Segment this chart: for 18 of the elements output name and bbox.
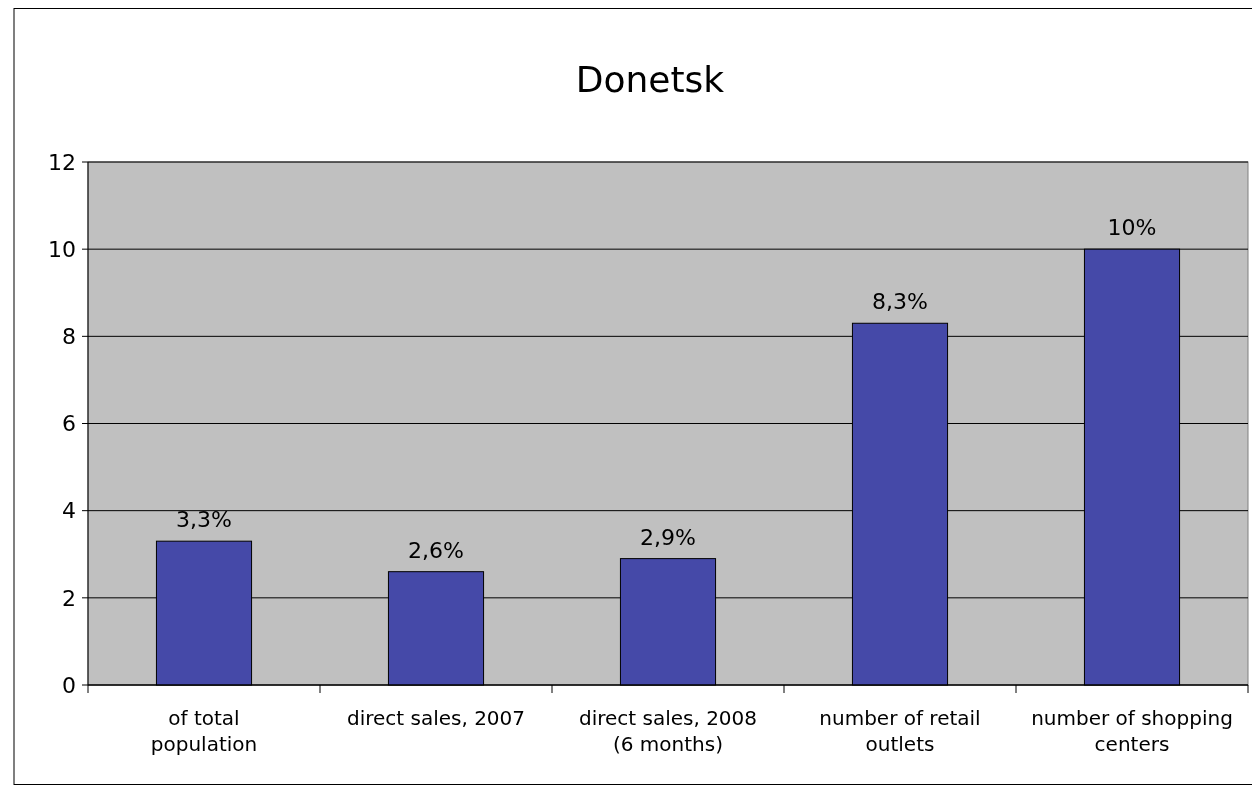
y-tick-label: 4: [62, 498, 76, 524]
x-tick-label: number of retail outlets: [819, 706, 981, 756]
x-tick-label: of total population: [150, 706, 258, 756]
data-label: 3,3%: [176, 507, 232, 533]
y-tick-label: 8: [62, 324, 76, 350]
x-tick-label: number of shopping centers: [1031, 706, 1233, 756]
y-tick-label: 2: [62, 585, 76, 611]
x-tick-label: direct sales, 2008 (6 months): [578, 706, 758, 756]
data-label: 10%: [1107, 215, 1157, 241]
y-tick-label: 0: [62, 672, 76, 698]
x-tick-label: direct sales, 2007: [346, 706, 526, 730]
chart-title: Donetsk: [575, 59, 725, 100]
y-tick-label: 12: [48, 149, 76, 175]
data-label: 8,3%: [872, 289, 928, 315]
data-label: 2,9%: [640, 524, 696, 550]
y-tick-label: 10: [48, 236, 76, 262]
data-label: 2,6%: [408, 537, 464, 563]
y-tick-label: 6: [62, 411, 76, 437]
